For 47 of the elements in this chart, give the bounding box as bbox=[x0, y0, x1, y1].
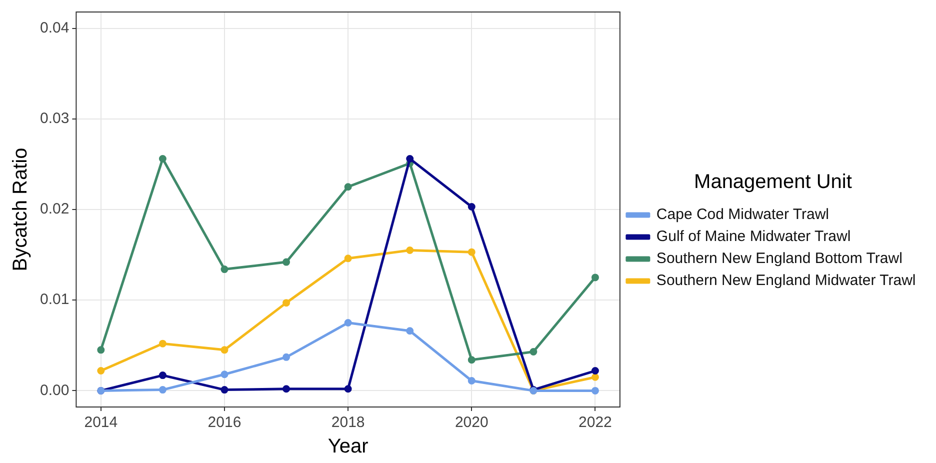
point bbox=[530, 348, 538, 356]
legend-title: Management Unit bbox=[694, 171, 852, 194]
point bbox=[406, 155, 414, 163]
x-tick-label: 2018 bbox=[331, 414, 365, 432]
point bbox=[344, 385, 352, 393]
y-tick-label: 0.03 bbox=[40, 110, 70, 128]
point bbox=[220, 266, 228, 274]
point bbox=[282, 299, 290, 307]
y-tick-label: 0.02 bbox=[40, 200, 70, 218]
point bbox=[282, 258, 290, 266]
point bbox=[220, 386, 228, 394]
point bbox=[158, 155, 166, 163]
legend-label: Southern New England Midwater Trawl bbox=[656, 272, 916, 290]
point bbox=[97, 346, 105, 354]
point bbox=[406, 327, 414, 335]
point bbox=[468, 203, 476, 211]
point bbox=[220, 370, 228, 378]
point bbox=[220, 346, 228, 354]
point bbox=[158, 340, 166, 348]
point bbox=[158, 386, 166, 394]
point bbox=[468, 248, 476, 256]
point bbox=[468, 356, 476, 364]
x-tick-label: 2022 bbox=[578, 414, 612, 432]
point bbox=[282, 385, 290, 393]
point bbox=[158, 372, 166, 380]
y-axis-title: Bycatch Ratio bbox=[10, 148, 32, 272]
point bbox=[591, 274, 599, 282]
point bbox=[344, 254, 352, 262]
legend-label: Cape Cod Midwater Trawl bbox=[656, 206, 830, 224]
point bbox=[591, 386, 599, 394]
legend-label: Southern New England Bottom Trawl bbox=[656, 250, 902, 268]
point bbox=[468, 376, 476, 384]
point bbox=[97, 367, 105, 375]
legend-label: Gulf of Maine Midwater Trawl bbox=[656, 228, 851, 246]
point bbox=[406, 246, 414, 254]
y-tick-label: 0.01 bbox=[40, 291, 70, 308]
x-tick-label: 2014 bbox=[84, 414, 118, 432]
point bbox=[344, 183, 352, 191]
point bbox=[344, 318, 352, 326]
y-tick-label: 0.00 bbox=[40, 382, 70, 399]
point bbox=[591, 373, 599, 381]
x-tick-label: 2016 bbox=[208, 414, 242, 432]
x-axis-title: Year bbox=[328, 436, 369, 458]
y-tick-label: 0.04 bbox=[40, 19, 70, 36]
point bbox=[591, 367, 599, 375]
x-tick-label: 2020 bbox=[454, 414, 488, 432]
point bbox=[282, 353, 290, 361]
